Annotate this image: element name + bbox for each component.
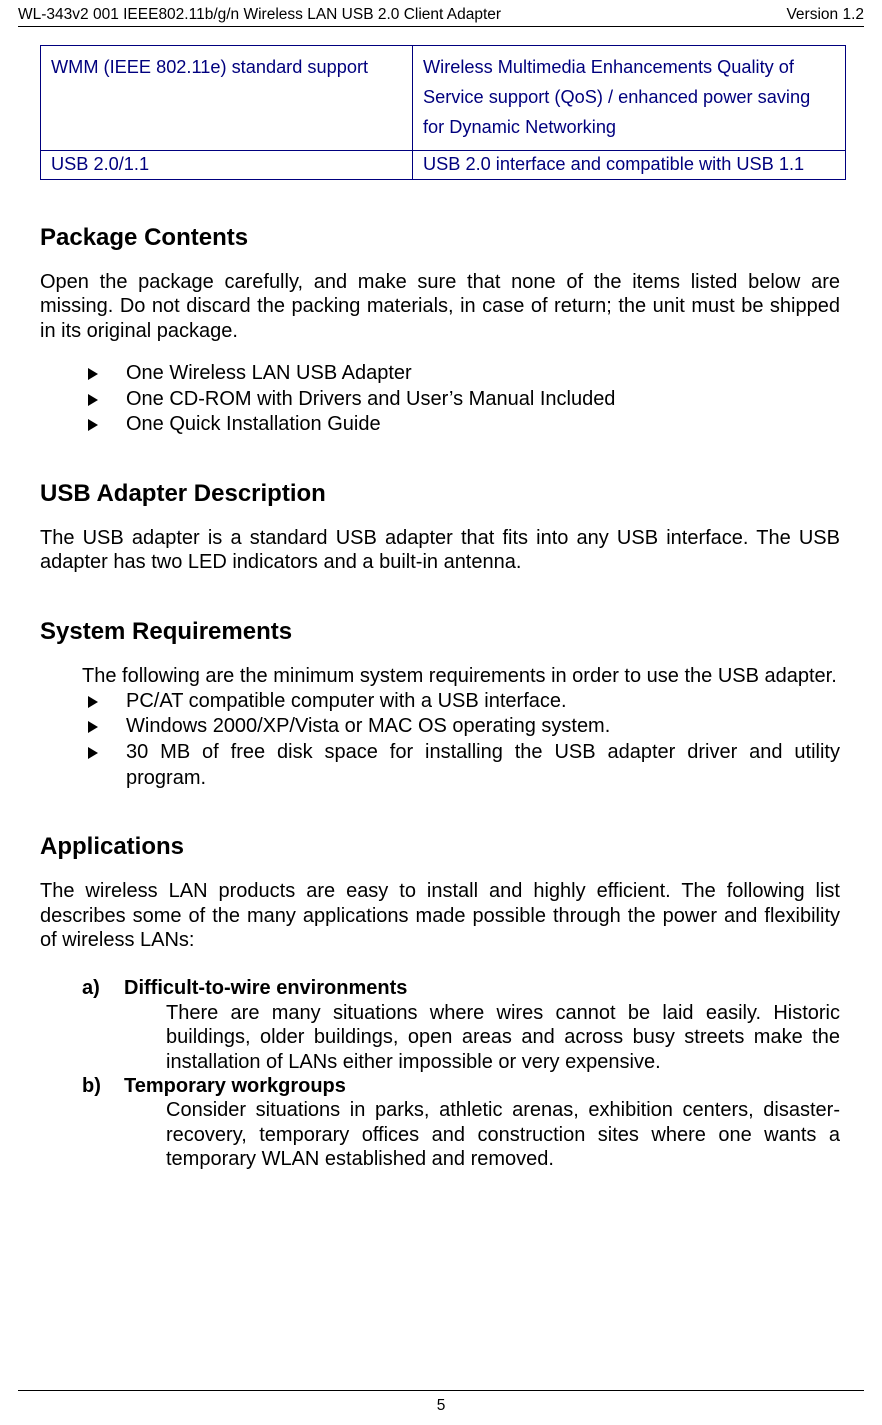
app-item-title: Difficult-to-wire environments [124, 976, 840, 1000]
list-item: Temporary workgroups Consider situations… [82, 1074, 840, 1172]
content-area: WMM (IEEE 802.11e) standard support Wire… [0, 27, 882, 1172]
section-title-package: Package Contents [40, 224, 840, 252]
section-title-apps: Applications [40, 833, 840, 861]
header-right: Version 1.2 [786, 6, 864, 24]
footer-rule [18, 1390, 864, 1391]
sysreq-block: The following are the minimum system req… [40, 664, 840, 791]
sysreq-list: PC/AT compatible computer with a USB int… [82, 689, 840, 791]
package-intro: Open the package carefully, and make sur… [40, 270, 840, 343]
table-cell: WMM (IEEE 802.11e) standard support [41, 46, 413, 151]
table-row: USB 2.0/1.1 USB 2.0 interface and compat… [41, 151, 846, 180]
table-row: WMM (IEEE 802.11e) standard support Wire… [41, 46, 846, 151]
sysreq-intro: The following are the minimum system req… [82, 664, 840, 688]
apps-list-wrap: Difficult-to-wire environments There are… [40, 976, 840, 1171]
list-item: One Wireless LAN USB Adapter [82, 361, 840, 387]
table-cell: Wireless Multimedia Enhancements Quality… [413, 46, 846, 151]
feature-table: WMM (IEEE 802.11e) standard support Wire… [40, 45, 846, 180]
usb-desc-body: The USB adapter is a standard USB adapte… [40, 526, 840, 575]
table-cell: USB 2.0/1.1 [41, 151, 413, 180]
list-item: PC/AT compatible computer with a USB int… [82, 689, 840, 715]
app-item-title: Temporary workgroups [124, 1074, 840, 1098]
list-item: Difficult-to-wire environments There are… [82, 976, 840, 1074]
page-header: WL-343v2 001 IEEE802.11b/g/n Wireless LA… [0, 0, 882, 26]
section-title-usb-desc: USB Adapter Description [40, 480, 840, 508]
package-list-wrap: One Wireless LAN USB Adapter One CD-ROM … [40, 361, 840, 438]
app-item-desc: Consider situations in parks, athletic a… [124, 1098, 840, 1171]
apps-list: Difficult-to-wire environments There are… [82, 976, 840, 1171]
app-item-desc: There are many situations where wires ca… [124, 1001, 840, 1074]
package-list: One Wireless LAN USB Adapter One CD-ROM … [82, 361, 840, 438]
list-item: Windows 2000/XP/Vista or MAC OS operatin… [82, 714, 840, 740]
list-item: One CD-ROM with Drivers and User’s Manua… [82, 387, 840, 413]
apps-intro: The wireless LAN products are easy to in… [40, 879, 840, 952]
list-item: 30 MB of free disk space for installing … [82, 740, 840, 791]
table-cell: USB 2.0 interface and compatible with US… [413, 151, 846, 180]
page: WL-343v2 001 IEEE802.11b/g/n Wireless LA… [0, 0, 882, 1425]
section-title-sysreq: System Requirements [40, 618, 840, 646]
page-number: 5 [0, 1397, 882, 1415]
header-left: WL-343v2 001 IEEE802.11b/g/n Wireless LA… [18, 6, 501, 24]
list-item: One Quick Installation Guide [82, 412, 840, 438]
